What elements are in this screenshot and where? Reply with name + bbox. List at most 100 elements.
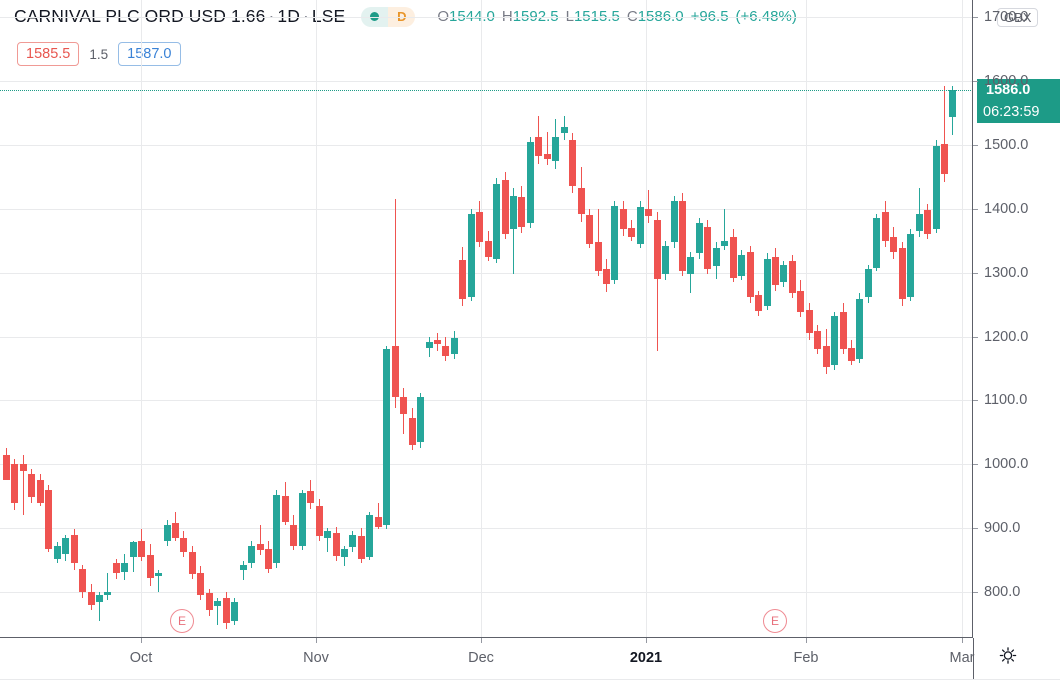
candle-body bbox=[163, 524, 171, 541]
price-axis-label: 1100.0 bbox=[984, 392, 1028, 409]
symbol-title[interactable]: CARNIVAL PLC ORD USD 1.66 · 1D · LSE bbox=[14, 6, 345, 27]
candle-body bbox=[653, 220, 661, 279]
time-axis-label: Nov bbox=[303, 650, 329, 666]
candle-body bbox=[197, 572, 205, 596]
time-axis-tick bbox=[141, 638, 142, 643]
candle-body bbox=[391, 346, 399, 398]
candle-body bbox=[526, 141, 534, 223]
candle-body bbox=[890, 237, 898, 253]
candle-body bbox=[256, 544, 264, 550]
candle-wick bbox=[107, 572, 109, 600]
candle-body bbox=[797, 290, 805, 313]
candle-body bbox=[28, 473, 36, 498]
candle-body bbox=[619, 208, 627, 230]
price-axis-tick bbox=[973, 592, 978, 593]
price-axis-tick bbox=[973, 208, 978, 210]
price-axis-label: 1200.0 bbox=[984, 328, 1029, 345]
gridline-horizontal bbox=[0, 208, 973, 210]
candle-body bbox=[636, 207, 644, 244]
candle-body bbox=[484, 240, 492, 257]
candle-body bbox=[501, 180, 509, 235]
candle-body bbox=[79, 569, 87, 592]
candle-body bbox=[467, 213, 475, 297]
candle-body bbox=[172, 523, 179, 538]
gridline-horizontal bbox=[0, 528, 973, 530]
bar-countdown-badge: 06:23:59 bbox=[977, 100, 1060, 123]
candle-body bbox=[839, 312, 847, 350]
ohlc-values: O1544.0 H1592.5 L1515.5 C1586.0 +96.5 (+6.48%… bbox=[437, 8, 797, 25]
time-axis-label: Oct bbox=[129, 650, 153, 666]
time-axis-tick bbox=[646, 638, 647, 643]
candlestick-series bbox=[3, 85, 957, 630]
price-axis-label: 900.0 bbox=[984, 520, 1021, 537]
currency-unit-chip[interactable]: GBX bbox=[997, 8, 1039, 27]
price-axis-label: 1300.0 bbox=[984, 264, 1029, 281]
change-value: +96.5 bbox=[690, 8, 729, 25]
bid-price[interactable]: 1585.5 bbox=[17, 42, 80, 66]
candle-body bbox=[915, 213, 923, 232]
price-axis-tick bbox=[973, 336, 978, 338]
candle-wick bbox=[656, 211, 658, 351]
candle-body bbox=[3, 454, 10, 481]
candle-body bbox=[11, 464, 19, 503]
price-axis-divider bbox=[972, 0, 973, 638]
candle-body bbox=[324, 531, 332, 538]
time-axis-tick bbox=[962, 638, 963, 643]
gridline-horizontal bbox=[0, 400, 973, 402]
candle-body bbox=[755, 294, 763, 311]
candle-body bbox=[695, 222, 703, 254]
candle-body bbox=[442, 346, 450, 356]
time-axis-label: Feb bbox=[793, 650, 819, 666]
price-axis-tick bbox=[973, 272, 978, 274]
price-axis-tick bbox=[973, 400, 978, 402]
candle-body bbox=[552, 137, 560, 161]
candle-body bbox=[805, 309, 813, 334]
gridline-horizontal bbox=[0, 464, 973, 466]
candle-body bbox=[932, 146, 940, 230]
candle-body bbox=[129, 542, 137, 557]
market-status-icon bbox=[361, 6, 389, 27]
price-axis-tick bbox=[973, 464, 978, 466]
candle-body bbox=[357, 535, 365, 559]
candle-body bbox=[383, 349, 391, 525]
gridline-vertical bbox=[962, 0, 963, 638]
candle-body bbox=[459, 259, 467, 300]
gear-icon[interactable] bbox=[999, 647, 1017, 670]
price-axis[interactable]: GBX 1586.0 06:23:59 1700.0 1600.0 1500.0 14… bbox=[973, 0, 1060, 638]
candle-body bbox=[771, 256, 779, 286]
candle-body bbox=[940, 143, 948, 174]
candle-wick bbox=[217, 598, 219, 626]
candle-body bbox=[138, 540, 146, 557]
open-value: 1544.0 bbox=[448, 8, 495, 25]
candle-body bbox=[231, 601, 239, 621]
candle-body bbox=[104, 592, 112, 596]
earnings-marker[interactable]: E bbox=[170, 609, 194, 633]
candle-body bbox=[518, 197, 526, 227]
candle-body bbox=[273, 494, 281, 564]
ask-price[interactable]: 1587.0 bbox=[118, 42, 181, 66]
candle-body bbox=[822, 346, 830, 368]
gridline-horizontal bbox=[0, 17, 973, 19]
high-label: H bbox=[502, 8, 513, 25]
time-axis[interactable]: Oct Nov Dec 2021 Feb Mar bbox=[0, 638, 1060, 680]
candle-body bbox=[315, 505, 323, 536]
candle-body bbox=[856, 299, 864, 359]
candle-body bbox=[881, 211, 889, 241]
candle-wick bbox=[648, 189, 650, 223]
candle-wick bbox=[259, 524, 261, 555]
interval-badge-label: D bbox=[388, 6, 416, 27]
session-interval-badge[interactable]: D bbox=[361, 6, 416, 27]
gridline-vertical bbox=[646, 0, 647, 638]
earnings-marker[interactable]: E bbox=[763, 609, 787, 633]
symbol-name: CARNIVAL PLC ORD USD 1.66 bbox=[14, 6, 266, 26]
candle-body bbox=[214, 600, 222, 607]
candle-body bbox=[155, 572, 163, 577]
price-axis-tick bbox=[973, 17, 978, 19]
candle-body bbox=[670, 201, 678, 242]
candle-body bbox=[87, 592, 95, 605]
candle-body bbox=[450, 337, 458, 355]
low-value: 1515.5 bbox=[573, 8, 620, 25]
close-label: C bbox=[627, 8, 638, 25]
price-axis-label: 1600.0 bbox=[984, 73, 1029, 89]
